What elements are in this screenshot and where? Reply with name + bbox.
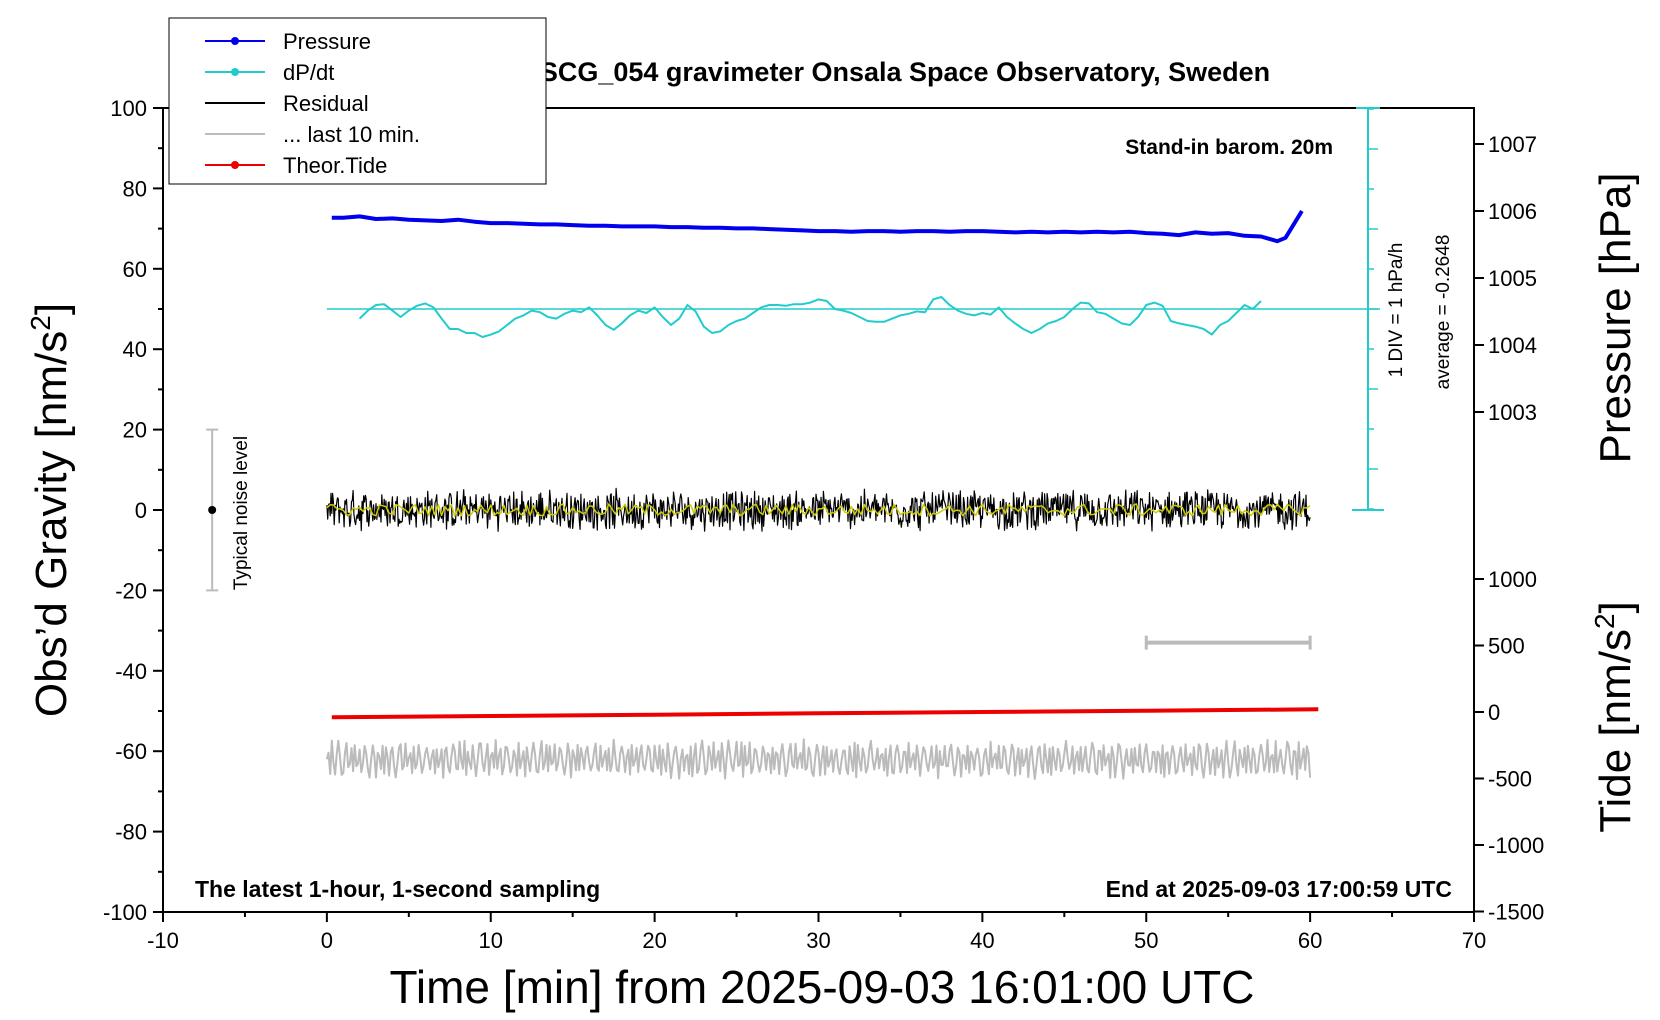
y-axis-pressure: 1003 1004 1005 1006 1007 bbox=[1474, 132, 1537, 425]
pressure-tick-label: 1005 bbox=[1488, 266, 1537, 291]
y-axis-label-gravity: Obs’d Gravity [nm/s2] bbox=[25, 303, 76, 717]
x-tick-label: 30 bbox=[806, 928, 830, 953]
x-tick-label: 0 bbox=[321, 928, 333, 953]
y-tick-label: 40 bbox=[123, 337, 147, 362]
tide-tick-label: 500 bbox=[1488, 634, 1525, 659]
bottom-right-label: End at 2025-09-03 17:00:59 UTC bbox=[1106, 876, 1452, 902]
legend-marker bbox=[231, 161, 239, 169]
legend-marker bbox=[231, 37, 239, 45]
series-residual bbox=[326, 487, 1311, 532]
y-axis-label-pressure: Pressure [hPa] bbox=[1591, 172, 1640, 463]
tide-tick-label: 1000 bbox=[1488, 567, 1537, 592]
y-tick-label: -40 bbox=[115, 659, 147, 684]
x-tick-label: 20 bbox=[642, 928, 666, 953]
x-tick-label: 70 bbox=[1462, 928, 1486, 953]
legend-label: dP/dt bbox=[283, 60, 334, 85]
x-tick-label: 60 bbox=[1298, 928, 1322, 953]
legend-box bbox=[168, 17, 547, 185]
noise-label: Typical noise level bbox=[231, 436, 252, 590]
chart-title: SCG_054 gravimeter Onsala Space Observat… bbox=[540, 57, 1270, 87]
y-tick-label: -20 bbox=[115, 578, 147, 603]
x-axis-label: Time [min] from 2025-09-03 16:01:00 UTC bbox=[390, 961, 1255, 1013]
series-last10 bbox=[325, 738, 1312, 780]
legend-marker bbox=[231, 68, 239, 76]
pressure-tick-label: 1003 bbox=[1488, 400, 1537, 425]
y-tick-label: 0 bbox=[135, 498, 147, 523]
tide-tick-label: -1000 bbox=[1488, 833, 1544, 858]
y-tick-label: -80 bbox=[115, 820, 147, 845]
y-axis-tide: -1500 -1000 -500 0 500 1000 bbox=[1474, 567, 1544, 925]
tide-tick-label: -500 bbox=[1488, 767, 1532, 792]
y-axis-gravity: -100 -80 -60 -40 -20 0 20 40 60 80 100 bbox=[103, 96, 163, 925]
pressure-tick-label: 1004 bbox=[1488, 333, 1537, 358]
legend-label: Residual bbox=[283, 91, 369, 116]
series-dpdt bbox=[358, 296, 1262, 338]
tide-tick-label: 0 bbox=[1488, 700, 1500, 725]
y-axis-label-tide: Tide [nm/s2] bbox=[1589, 601, 1640, 833]
average-label: average = -0.2648 bbox=[1433, 235, 1454, 390]
x-tick-label: 50 bbox=[1134, 928, 1158, 953]
tide-tick-label: -1500 bbox=[1488, 900, 1544, 925]
y-tick-label: 80 bbox=[123, 176, 147, 201]
series-pressure bbox=[331, 209, 1304, 244]
x-axis: -10 0 10 20 30 40 50 60 70 bbox=[147, 912, 1486, 953]
legend-label: Pressure bbox=[283, 29, 371, 54]
x-tick-label: 40 bbox=[970, 928, 994, 953]
stand-in-label: Stand-in barom. 20m bbox=[1125, 136, 1333, 159]
x-tick-label: -10 bbox=[147, 928, 179, 953]
y-tick-label: 60 bbox=[123, 257, 147, 282]
noise-bar-center bbox=[208, 506, 217, 514]
series-layer bbox=[206, 209, 1380, 780]
bottom-left-label: The latest 1-hour, 1-second sampling bbox=[195, 876, 600, 902]
y-tick-label: -100 bbox=[103, 900, 147, 925]
pressure-tick-label: 1006 bbox=[1488, 199, 1537, 224]
y-tick-label: 100 bbox=[110, 96, 147, 121]
series-theor-tide bbox=[331, 707, 1319, 720]
series-residual-smoothed bbox=[326, 503, 1311, 517]
legend: Pressure dP/dt Residual ... last 10 min. The… bbox=[168, 17, 547, 185]
div-label: 1 DIV = 1 hPa/h bbox=[1386, 243, 1407, 378]
y-tick-label: 20 bbox=[123, 418, 147, 443]
x-tick-label: 10 bbox=[479, 928, 503, 953]
y-tick-label: -60 bbox=[115, 739, 147, 764]
legend-label: ... last 10 min. bbox=[283, 122, 420, 147]
pressure-tick-label: 1007 bbox=[1488, 132, 1537, 157]
legend-label: Theor.Tide bbox=[283, 153, 387, 178]
